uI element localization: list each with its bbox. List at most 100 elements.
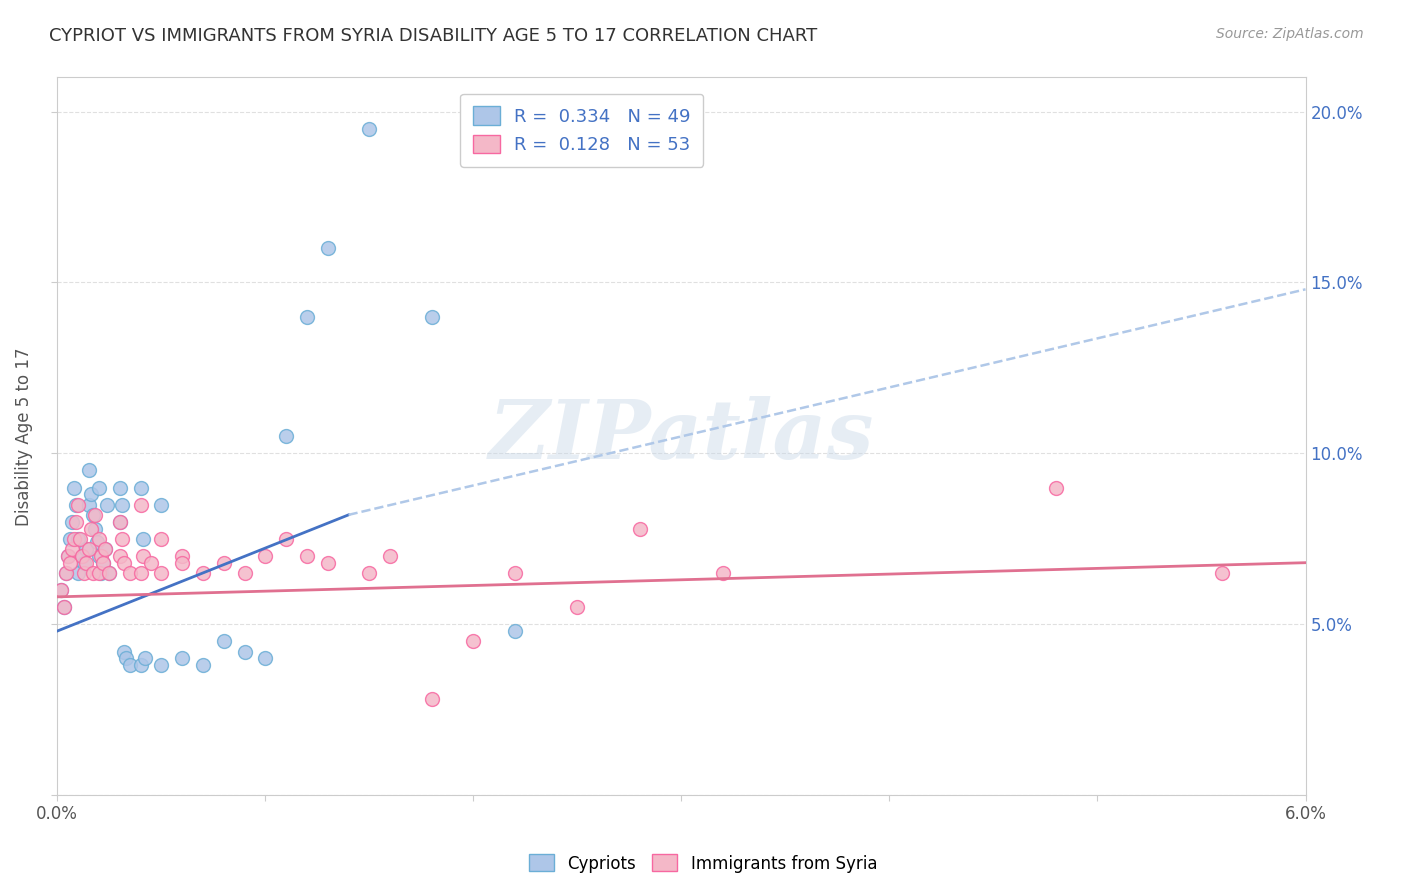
Point [628, 522, 651, 536]
Point [129, 498, 152, 512]
Point [212, 556, 235, 570]
Point [77, 498, 100, 512]
Point [463, 634, 485, 648]
Point [295, 549, 318, 563]
Point [73, 556, 96, 570]
Point [94, 541, 117, 556]
Point [75, 541, 97, 556]
Point [60, 541, 83, 556]
Point [91, 556, 114, 570]
Point [112, 556, 135, 570]
Point [59, 532, 82, 546]
Point [129, 658, 152, 673]
Point [63, 481, 86, 495]
Point [83, 508, 105, 522]
Point [90, 566, 112, 580]
Point [191, 658, 214, 673]
Point [316, 241, 339, 255]
Point [79, 522, 101, 536]
Point [191, 566, 214, 580]
Point [378, 549, 401, 563]
Point [254, 651, 277, 665]
Point [98, 566, 121, 580]
Point [131, 532, 153, 546]
Point [82, 508, 104, 522]
Point [55, 566, 77, 580]
Point [75, 556, 97, 570]
Point [52, 600, 75, 615]
Point [316, 556, 339, 570]
Point [295, 310, 318, 324]
Point [60, 515, 83, 529]
Point [129, 481, 152, 495]
Point [56, 549, 79, 563]
Text: CYPRIOT VS IMMIGRANTS FROM SYRIA DISABILITY AGE 5 TO 17 CORRELATION CHART: CYPRIOT VS IMMIGRANTS FROM SYRIA DISABIL… [49, 27, 817, 45]
Point [172, 556, 194, 570]
Point [65, 498, 87, 512]
Legend: R =  0.334   N = 49, R =  0.128   N = 53: R = 0.334 N = 49, R = 0.128 N = 53 [460, 94, 703, 167]
Point [420, 310, 443, 324]
Point [108, 481, 131, 495]
Point [134, 651, 156, 665]
Point [98, 566, 121, 580]
Point [150, 658, 173, 673]
Point [420, 692, 443, 706]
Point [87, 566, 110, 580]
Point [120, 566, 142, 580]
Text: Source: ZipAtlas.com: Source: ZipAtlas.com [1216, 27, 1364, 41]
Point [51, 582, 73, 597]
Point [115, 651, 138, 665]
Point [86, 535, 108, 549]
Point [108, 515, 131, 529]
Point [73, 566, 96, 580]
Point [87, 532, 110, 546]
Point [359, 121, 381, 136]
Point [55, 566, 77, 580]
Point [129, 566, 152, 580]
Point [69, 532, 91, 546]
Point [51, 582, 73, 597]
Point [77, 463, 100, 477]
Point [172, 651, 194, 665]
Point [233, 566, 256, 580]
Point [67, 566, 90, 580]
Point [77, 541, 100, 556]
Point [276, 429, 298, 443]
Point [112, 644, 135, 658]
Y-axis label: Disability Age 5 to 17: Disability Age 5 to 17 [15, 347, 32, 525]
Point [359, 566, 381, 580]
Point [67, 498, 90, 512]
Point [150, 566, 173, 580]
Point [120, 658, 142, 673]
Point [63, 532, 86, 546]
Point [72, 549, 94, 563]
Point [131, 549, 153, 563]
Point [503, 624, 526, 638]
Point [108, 549, 131, 563]
Point [1045, 481, 1067, 495]
Point [67, 532, 90, 546]
Point [83, 522, 105, 536]
Point [52, 600, 75, 615]
Point [65, 515, 87, 529]
Point [72, 549, 94, 563]
Point [1211, 566, 1233, 580]
Point [276, 532, 298, 546]
Point [79, 487, 101, 501]
Point [56, 549, 79, 563]
Point [94, 541, 117, 556]
Point [139, 556, 162, 570]
Point [172, 549, 194, 563]
Text: ZIPatlas: ZIPatlas [489, 396, 875, 476]
Point [711, 566, 734, 580]
Point [233, 644, 256, 658]
Point [87, 481, 110, 495]
Point [503, 566, 526, 580]
Point [150, 532, 173, 546]
Point [567, 600, 589, 615]
Point [108, 515, 131, 529]
Point [111, 532, 134, 546]
Point [111, 498, 134, 512]
Point [59, 556, 82, 570]
Point [254, 549, 277, 563]
